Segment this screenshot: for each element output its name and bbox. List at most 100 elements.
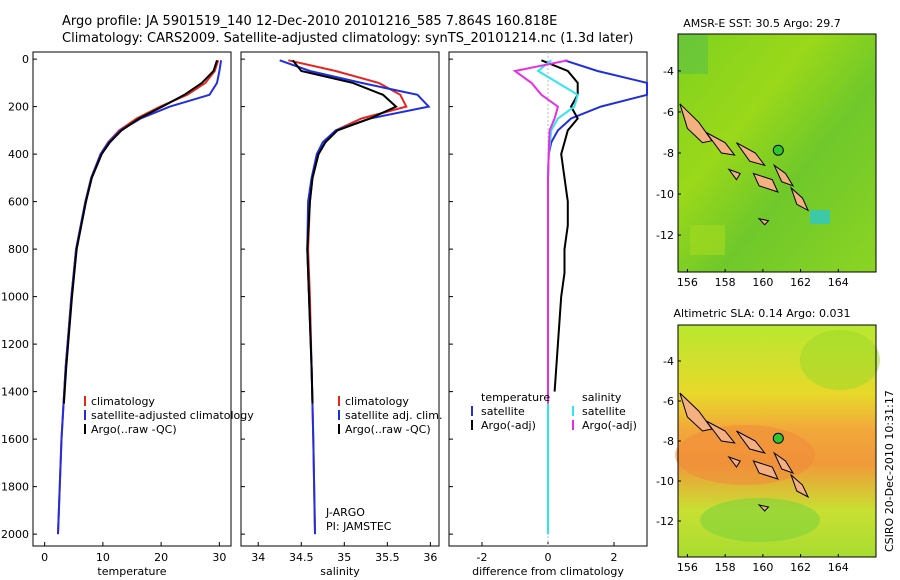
annotation-pi: PI: JAMSTEC (326, 520, 392, 533)
temperature-panel-frame (32, 51, 232, 547)
map-y-tick-label: -4 (663, 355, 674, 368)
island-coastline (727, 168, 741, 181)
island-coastline (727, 455, 741, 468)
x-tick-label: 10 (96, 551, 110, 564)
series-line-satellite-adjusted-climatology (57, 60, 223, 535)
map-x-tick-label: 162 (790, 561, 811, 574)
island-coastline (736, 430, 767, 454)
island-coastline (679, 392, 713, 432)
map-y-tick-label: -6 (663, 106, 674, 119)
series-line-salinity-argo-adj- (512, 59, 568, 404)
x-tick-label: 36 (423, 551, 437, 564)
salinity-panel-frame (240, 51, 440, 547)
depth-tick-label: 400 (8, 148, 29, 161)
depth-tick-label: 1600 (1, 433, 29, 446)
map-x-tick-label: 160 (752, 276, 773, 289)
x-tick-label: 0 (545, 551, 552, 564)
island-coastline (752, 172, 779, 193)
map-y-tick-label: -4 (663, 65, 674, 78)
sla-map-title: Altimetric SLA: 0.14 Argo: 0.031 (673, 307, 850, 320)
temperature-panel: 0 10 20 30 temperature (41, 59, 226, 578)
depth-tick-label: 800 (8, 243, 29, 256)
legend-label: satellite-adjusted climatology (91, 409, 254, 422)
legend-heading-salinity: salinity (582, 391, 622, 404)
island-coastline (772, 163, 795, 187)
x-tick-label: 0 (41, 551, 48, 564)
island-coastline (752, 460, 779, 480)
island-coastline (789, 473, 810, 499)
island-coastline (772, 451, 795, 474)
x-tick-label: -2 (477, 551, 488, 564)
island-coastline (736, 142, 766, 167)
salinity-panel: 34 34.5 35 35.5 36 salinity (251, 59, 437, 578)
legend-label: satellite (481, 405, 525, 418)
map-x-tick-label: 158 (715, 276, 736, 289)
legend-heading-temperature: temperature (481, 391, 550, 404)
depth-tick-label: 0 (22, 53, 29, 66)
temperature-legend: climatology satellite-adjusted climatolo… (84, 395, 254, 436)
sst-patch (810, 210, 830, 224)
sla-patch (800, 330, 880, 390)
series-line-satellite-adj-clim- (279, 59, 431, 535)
sst-map-title: AMSR-E SST: 30.5 Argo: 29.7 (683, 17, 841, 30)
island-coastline (757, 217, 770, 226)
x-tick-label: 34.5 (289, 551, 314, 564)
legend-label: Argo(-adj) (582, 419, 637, 432)
island-coastline (705, 132, 736, 156)
x-tick-label: 35.5 (375, 551, 400, 564)
series-line-temperature-argo-adj- (541, 59, 579, 392)
legend-label: satellite adj. clim. (345, 409, 442, 422)
map-x-tick-label: 164 (828, 276, 849, 289)
series-line-argo-raw-qc- (62, 59, 218, 404)
depth-tick-label: 600 (8, 196, 29, 209)
map-axes: 156 158 160 162 164 -4 -6 -8 -10 -12 156 158 160 162 1… (656, 65, 849, 574)
salinity-legend: climatology satellite adj. clim. Argo(..… (325, 395, 442, 533)
x-tick-label: 30 (212, 551, 226, 564)
map-y-tick-label: -10 (656, 475, 674, 488)
sst-coastlines (679, 103, 810, 226)
depth-axis: 0 200 400 600 800 1000 1200 1400 1600 1800 2000 (1, 53, 453, 541)
map-y-tick-label: -8 (663, 147, 674, 160)
map-x-tick-label: 156 (677, 561, 698, 574)
depth-tick-label: 1400 (1, 386, 29, 399)
map-x-tick-label: 160 (752, 561, 773, 574)
series-line-climatology (288, 59, 408, 535)
legend-label: climatology (345, 395, 409, 408)
island-coastline (789, 186, 810, 212)
series-line-temperature-satellite (547, 59, 648, 535)
sst-patch (690, 225, 725, 255)
sla-coastlines (679, 392, 810, 512)
x-axis-label: difference from climatology (472, 565, 624, 578)
legend-label: satellite (582, 405, 626, 418)
depth-tick-label: 1800 (1, 481, 29, 494)
map-y-tick-label: -12 (656, 229, 674, 242)
depth-tick-label: 1000 (1, 291, 29, 304)
map-x-tick-label: 158 (715, 561, 736, 574)
x-axis-label: temperature (97, 565, 166, 578)
depth-tick-label: 1200 (1, 338, 29, 351)
legend-label: Argo(..raw -QC) (91, 423, 177, 436)
header-line-1: Argo profile: JA 5901519_140 12-Dec-2010… (62, 14, 557, 29)
header-line-2: Climatology: CARS2009. Satellite-adjuste… (62, 31, 634, 46)
sst-patch (678, 34, 708, 74)
argo-float-marker (772, 144, 784, 156)
legend-label: Argo(-adj) (481, 419, 536, 432)
sla-patch (675, 425, 815, 485)
map-y-tick-label: -8 (663, 435, 674, 448)
series-line-climatology (57, 59, 220, 535)
island-coastline (705, 420, 736, 444)
depth-tick-label: 200 (8, 101, 29, 114)
x-tick-label: 2 (611, 551, 618, 564)
x-axis-label: salinity (320, 565, 360, 578)
difference-legend: temperature satellite Argo(-adj) salinit… (471, 391, 637, 432)
timestamp-label: CSIRO 20-Dec-2010 10:31:17 (883, 390, 896, 552)
map-x-tick-label: 164 (828, 561, 849, 574)
x-tick-label: 34 (251, 551, 265, 564)
argo-float-marker (772, 432, 784, 444)
legend-label: Argo(..raw -QC) (345, 423, 431, 436)
x-tick-label: 35 (337, 551, 351, 564)
depth-tick-label: 2000 (1, 528, 29, 541)
island-coastline (679, 103, 713, 144)
